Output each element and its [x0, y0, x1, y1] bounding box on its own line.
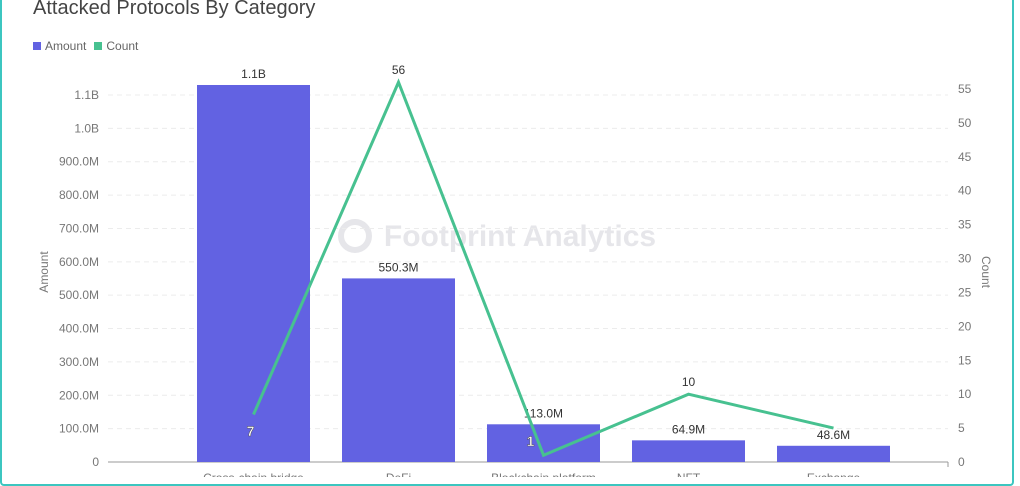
bar-data-label: 48.6M	[817, 428, 850, 442]
y2-tick-label: 45	[958, 150, 972, 164]
x-tick-label: Blockchain platform	[491, 471, 596, 477]
legend: Amount Count	[33, 39, 138, 53]
y-tick-label: 400.0M	[59, 322, 99, 336]
y2-tick-label: 25	[958, 285, 972, 299]
y2-tick-label: 15	[958, 353, 972, 367]
amount-swatch	[33, 42, 41, 50]
x-tick-label: Exchange	[807, 471, 861, 477]
bar-data-label: 550.3M	[378, 260, 418, 274]
x-tick-label: Cross-chain bridge	[203, 471, 304, 477]
legend-item-count[interactable]: Count	[94, 39, 138, 53]
y2-tick-label: 10	[958, 387, 972, 401]
x-tick-label: NFT	[677, 471, 701, 477]
y-tick-label: 200.0M	[59, 388, 99, 402]
y2-tick-label: 30	[958, 252, 972, 266]
chart-title: Attacked Protocols By Category	[33, 0, 316, 19]
y2-tick-label: 20	[958, 319, 972, 333]
legend-item-amount[interactable]: Amount	[33, 39, 86, 53]
y2-tick-label: 55	[958, 82, 972, 96]
count-line	[252, 78, 834, 458]
count-data-label: 56	[392, 63, 406, 77]
y2-axis-label: Count	[979, 256, 993, 289]
y-tick-label: 100.0M	[59, 422, 99, 436]
bar-exchange	[777, 445, 890, 462]
y-tick-label: 0	[92, 455, 99, 469]
y2-tick-label: 40	[958, 184, 972, 198]
y-tick-label: 600.0M	[59, 255, 99, 269]
y-tick-label: 1.0B	[74, 121, 99, 135]
x-tick-label: DeFi	[386, 471, 411, 477]
y-tick-label: 900.0M	[59, 155, 99, 169]
bar-data-label: 113.0M	[524, 406, 563, 420]
y-tick-label: 700.0M	[59, 221, 99, 235]
bar-nft	[632, 440, 745, 462]
y-tick-label: 300.0M	[59, 355, 99, 369]
count-data-label: 7	[247, 423, 255, 439]
bar-defi	[342, 278, 455, 462]
bar-cross-chain-bridge	[197, 84, 310, 462]
count-swatch	[94, 42, 103, 50]
bar-data-label: 1.1B	[241, 67, 266, 81]
bar-data-label: 64.9M	[672, 422, 705, 436]
y-tick-label: 800.0M	[59, 188, 99, 202]
y-tick-label: 1.1B	[74, 88, 99, 102]
y-tick-label: 500.0M	[59, 288, 99, 302]
y2-tick-label: 35	[958, 218, 972, 232]
watermark-logo	[338, 219, 372, 253]
watermark: Footprint Analytics	[384, 220, 656, 253]
y-axis-label: Amount	[37, 251, 51, 293]
y2-tick-label: 50	[958, 116, 972, 130]
y2-tick-label: 0	[958, 455, 965, 469]
y2-tick-label: 5	[958, 421, 965, 435]
count-data-label: 1	[527, 433, 535, 449]
count-data-label: 10	[682, 375, 696, 389]
